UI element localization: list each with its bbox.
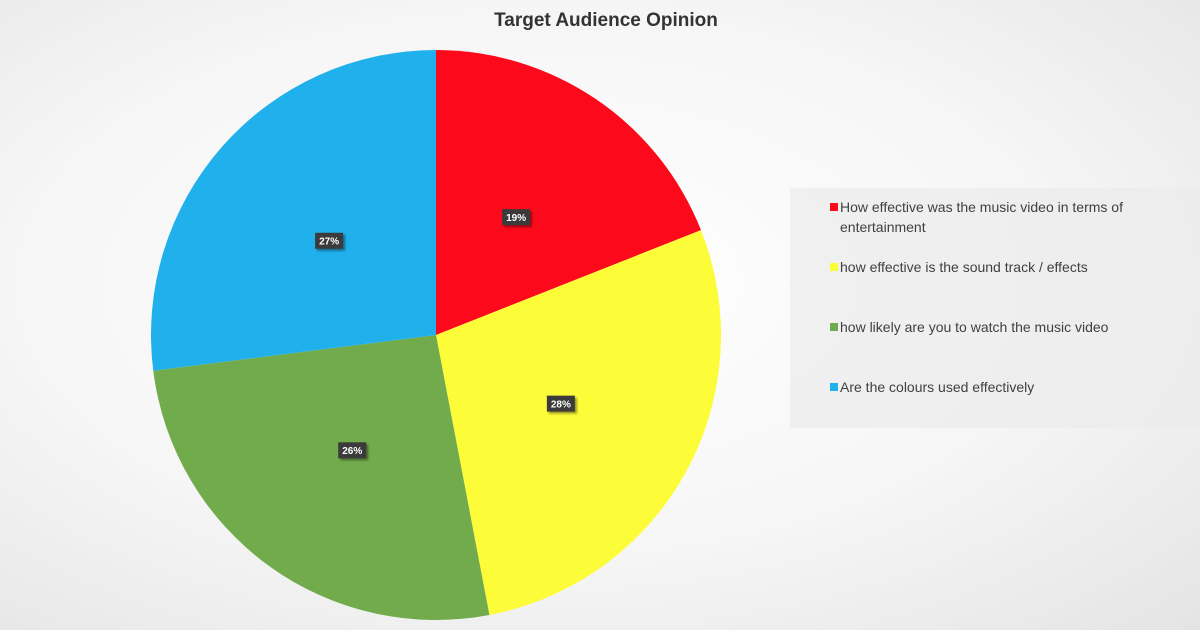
- data-label-box: [546, 395, 575, 412]
- legend-label: How effective was the music video in ter…: [840, 199, 1123, 235]
- pie-slice: [151, 50, 436, 371]
- legend-entry: How effective was the music video in ter…: [830, 197, 1160, 237]
- data-label: 26%: [338, 442, 367, 459]
- legend-swatch: [830, 323, 838, 331]
- data-label: 27%: [315, 232, 344, 249]
- data-label-text: 27%: [319, 236, 339, 247]
- data-label: 28%: [546, 395, 575, 412]
- legend-entry: how likely are you to watch the music vi…: [830, 317, 1160, 337]
- legend-label: how likely are you to watch the music vi…: [840, 319, 1109, 335]
- legend-label: how effective is the sound track / effec…: [840, 259, 1088, 275]
- pie-slice: [153, 335, 490, 620]
- legend-label: Are the colours used effectively: [840, 379, 1035, 395]
- data-label-text: 19%: [506, 213, 526, 224]
- data-label-box: [315, 232, 344, 249]
- data-label-text: 26%: [342, 446, 362, 457]
- pie-slice: [436, 230, 722, 615]
- legend-swatch: [830, 203, 838, 211]
- legend-entry: Are the colours used effectively: [830, 377, 1160, 397]
- data-label: 19%: [502, 209, 531, 226]
- legend-swatch: [830, 263, 838, 271]
- legend: How effective was the music video in ter…: [790, 188, 1200, 428]
- pie-slice: [436, 50, 701, 335]
- legend-entry: how effective is the sound track / effec…: [830, 257, 1160, 277]
- chart-title: Target Audience Opinion: [494, 10, 718, 31]
- data-label-box: [502, 209, 531, 226]
- data-label-box: [338, 442, 367, 459]
- legend-swatch: [830, 383, 838, 391]
- data-label-text: 28%: [551, 399, 571, 410]
